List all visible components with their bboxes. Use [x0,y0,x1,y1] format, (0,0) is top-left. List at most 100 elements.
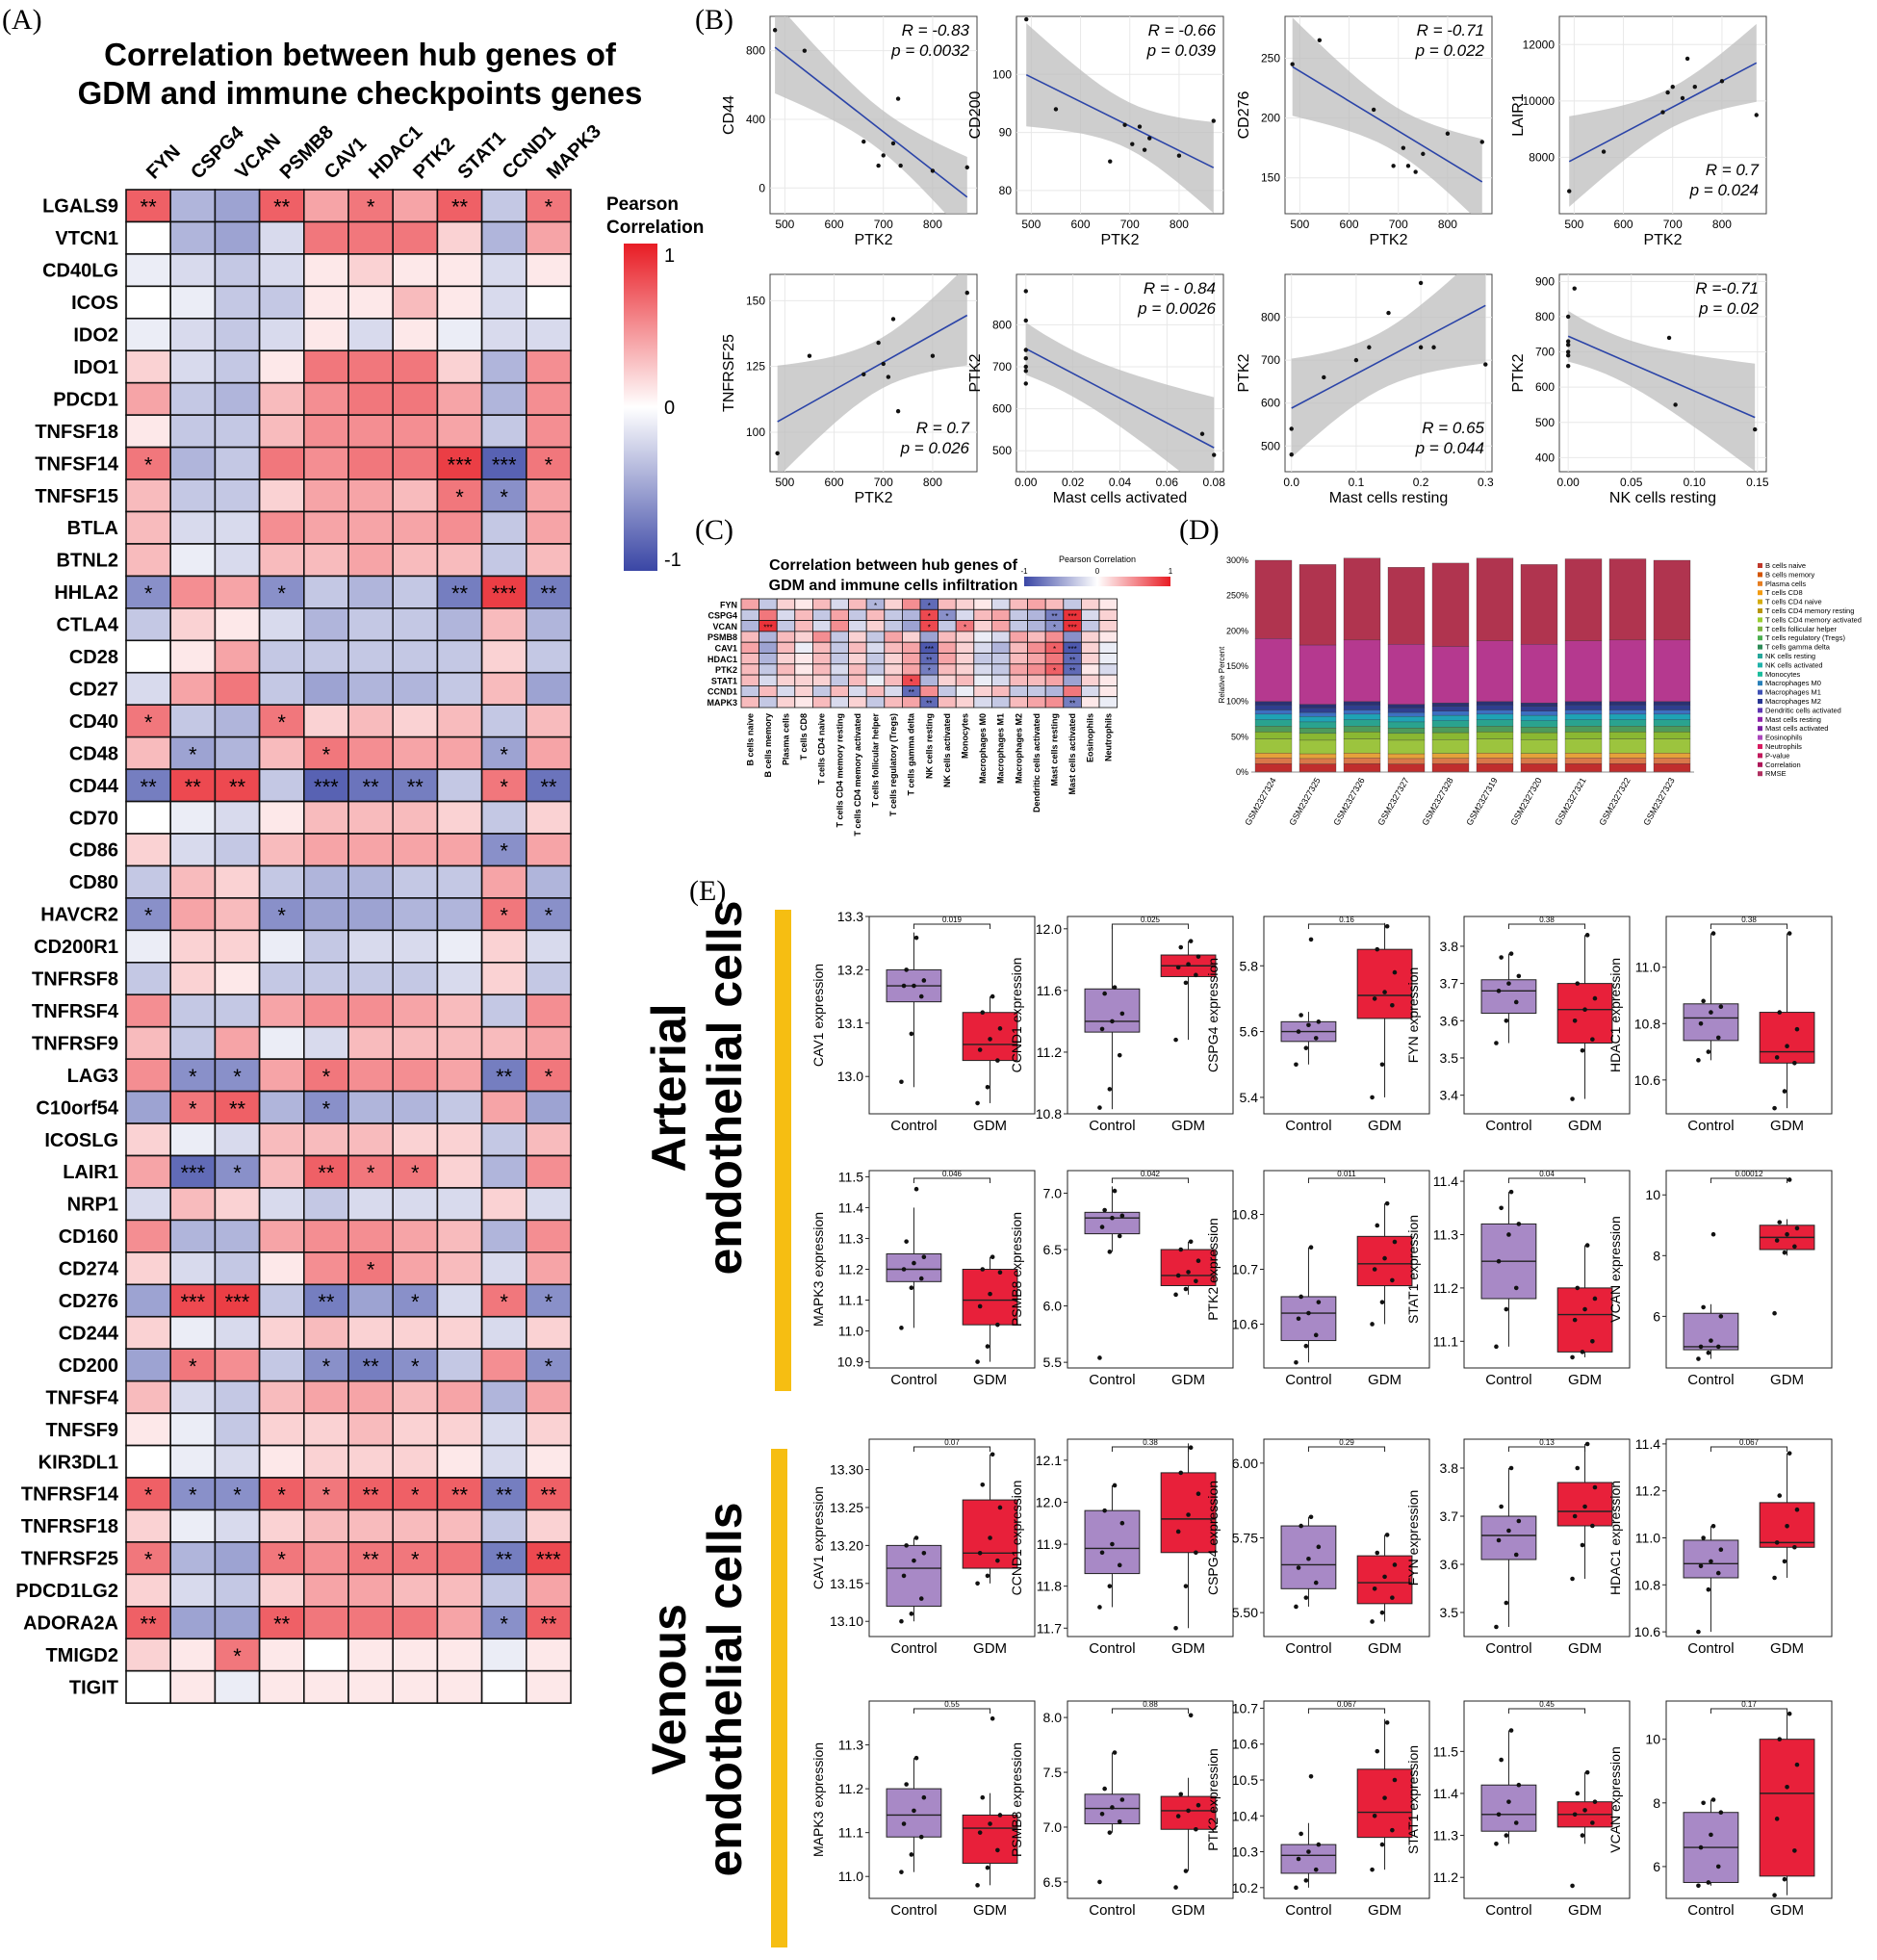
bar-d-segment [1343,753,1381,759]
heatmap-a-cell [347,961,395,996]
scatter-point [1660,110,1665,115]
scatter-y-tick: 150 [1261,171,1280,185]
heatmap-a-cell [169,253,217,288]
heatmap-a-cell [436,1412,483,1447]
box-point [1590,1820,1595,1825]
box-point [1313,1580,1319,1586]
box-ylabel: STAT1 expression [1405,1215,1421,1324]
box-point [1782,1250,1787,1255]
heatmap-a-cell [480,1573,527,1608]
scatter-ylabel: TNFRSF25 [721,334,737,412]
scatter-point [876,340,881,346]
heatmap-c-cell [848,641,867,654]
heatmap-c-cell [884,663,903,676]
box-point [1701,1535,1706,1540]
heatmap-a-cell [125,800,172,835]
heatmap-a-cell [436,189,483,223]
bar-d-segment [1343,726,1381,733]
heatmap-c-cell [1027,641,1046,654]
bar-d-segment [1520,706,1558,711]
heatmap-a-cell [169,768,217,803]
bar-d-legend-label: Macrophages M2 [1765,697,1821,706]
bar-d-segment [1431,562,1470,647]
bar-d-x-tick: GSM2327319 [1464,776,1499,827]
bar-d-segment [1564,709,1603,715]
heatmap-a-cell [214,735,261,770]
box-point [1110,1541,1115,1547]
box-significance-bracket [1710,923,1788,929]
heatmap-a-star: ** [185,775,202,799]
box-point [1706,1350,1711,1355]
heatmap-c-cell [884,608,903,621]
bar-d-segment [1431,706,1470,711]
bar-d-segment [1520,727,1558,734]
heatmap-a-cell [302,1541,349,1576]
scatter-x-tick: 800 [923,476,942,489]
box-point [1294,1885,1298,1891]
heatmap-a-cell [302,993,349,1028]
heatmap-c-col-label: Mast cells resting [1050,713,1060,787]
heatmap-a-cell [480,1122,527,1157]
heatmap-a-row-label-tnfsf4: TNFSF4 [45,1387,118,1408]
heatmap-a-star: * [144,710,153,735]
heatmap-c-cell [938,631,957,643]
heatmap-c-cell [865,631,886,643]
heatmap-a-cell [347,446,395,480]
heatmap-a-cell [125,1573,172,1608]
box-ylabel: FYN expression [1405,1490,1421,1586]
bar-d-legend-label: Dendritic cells activated [1765,706,1841,714]
box-point [899,1618,904,1624]
scatter-y-tick: 0 [759,181,765,194]
heatmap-a-cell [302,929,349,964]
heatmap-a-cell [392,1058,439,1093]
heatmap-c-cell [991,663,1011,676]
heatmap-a-star: ** [496,1548,513,1572]
heatmap-a-cell [214,1444,261,1479]
box-y-tick: 13.30 [830,1462,863,1478]
box-point [921,1254,927,1259]
box-x-tick: Control [1687,1640,1734,1657]
bar-d-segment [1298,739,1337,755]
heatmap-c-cell [794,685,813,698]
heatmap-a-cell [214,864,261,899]
scatter-point [1572,286,1577,291]
bar-d-legend-label: Plasma cells [1765,580,1806,588]
heatmap-a-cell [258,1187,305,1222]
bar-d-legend-label: Eosinophils [1765,734,1803,742]
box-point [1570,1096,1575,1101]
heatmap-a-cell [525,1638,572,1672]
box-point [1582,1306,1587,1312]
box-y-tick: 5.8 [1240,958,1259,973]
box-point [1698,1563,1704,1569]
bar-d-segment [1431,758,1470,764]
heatmap-a-cell [480,285,527,320]
box-y-tick: 8 [1653,1248,1660,1263]
bar-d-segment [1431,732,1470,740]
box-point [1504,1019,1509,1023]
box-significance-bracket [1710,1708,1788,1714]
heatmap-a-cell [258,510,305,545]
heatmap-a-cell [169,897,217,932]
box-y-tick: 6.5 [1043,1242,1063,1257]
heatmap-a-cell [125,929,172,964]
box-point [1575,1791,1581,1796]
heatmap-c-cell [1027,653,1046,665]
heatmap-a-row-label-tnfsf18: TNFSF18 [35,422,118,443]
heatmap-a-cell [347,704,395,738]
box-point [997,1270,1003,1276]
box-point [1379,1610,1385,1615]
bar-d-segment [1298,763,1337,773]
heatmap-a-cell [125,607,172,642]
venous-group-bar [771,1449,787,1947]
heatmap-a-star: * [411,1161,420,1185]
box-point [1777,1493,1783,1498]
heatmap-a-cell [436,671,483,707]
scatter-point [1290,62,1295,66]
heatmap-c-cell [884,598,903,610]
box-body [962,1499,1018,1569]
heatmap-a-cell [169,478,217,513]
heatmap-a-cell [480,1669,527,1704]
heatmap-a-cell [302,478,349,513]
heatmap-a-cell [258,833,305,867]
